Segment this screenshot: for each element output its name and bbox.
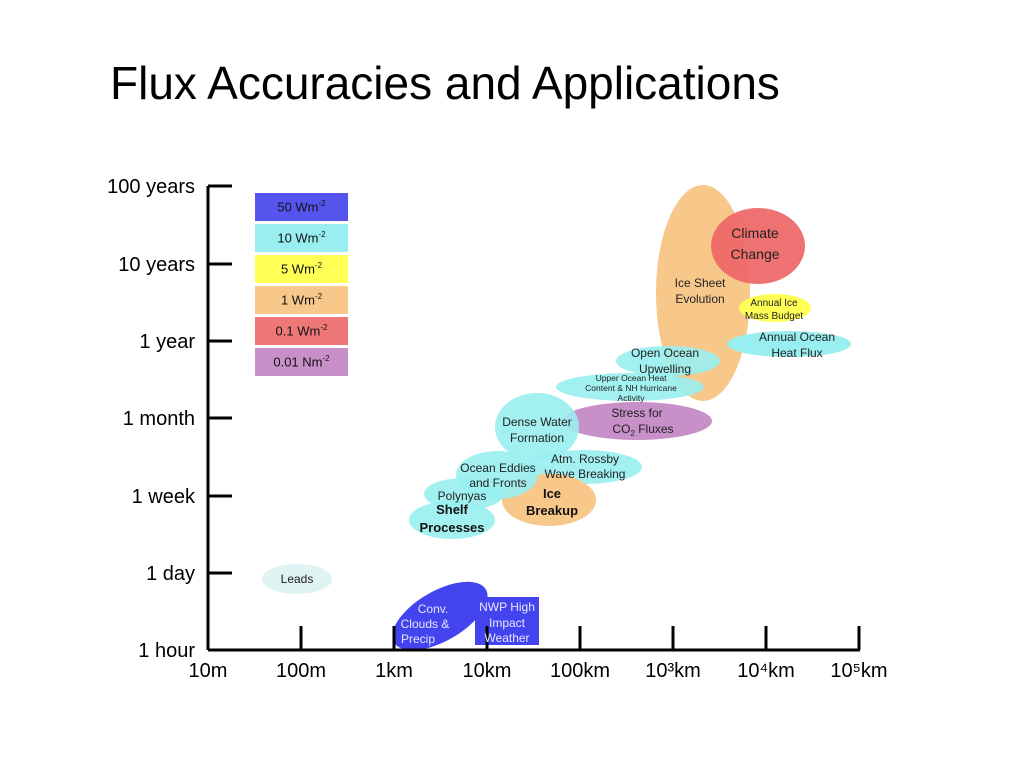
x-tick-label: 100m: [276, 660, 326, 682]
label-upper-ocean-2: Content & NH Hurricane: [585, 383, 677, 393]
label-conv: Conv.: [418, 602, 448, 616]
x-tick-label: 10km: [463, 660, 512, 682]
label-conv-2: Clouds &: [401, 617, 450, 631]
legend-item: 50 Wm-2: [255, 193, 348, 221]
legend-item: 10 Wm-2: [255, 224, 348, 252]
label-nwp-3: Weather: [484, 631, 529, 645]
label-ice-mass: Annual Ice: [750, 298, 798, 309]
label-ice-mass-2: Mass Budget: [745, 311, 804, 322]
label-dense-water-2: Formation: [510, 431, 564, 445]
y-tick-label: 10 years: [118, 254, 195, 276]
legend-label: 1 Wm-2: [280, 292, 323, 308]
region-open-ocean-upwelling: [616, 346, 720, 376]
x-tick-label: 10³km: [645, 660, 701, 682]
region-labels: Climate Change Ice Sheet Evolution Annua…: [281, 225, 835, 646]
x-tick-label: 10⁵km: [830, 660, 887, 682]
label-ice-breakup: Ice: [543, 486, 561, 501]
label-upwelling-2: Upwelling: [639, 362, 691, 376]
label-shelf: Shelf: [436, 502, 468, 517]
y-axis-ticks: 1 hour 1 day 1 week 1 month 1 year 10 years 10…: [107, 176, 232, 662]
region-conv-clouds: [392, 581, 488, 651]
legend-item: 5 Wm-2: [255, 255, 348, 283]
label-polynyas: Polynyas: [438, 489, 487, 503]
x-axis-ticks: 10m 100m 1km 10km 100km 10³km 10⁴km 10⁵km: [189, 626, 888, 682]
label-nwp: NWP High: [479, 600, 535, 614]
region-climate-change: [711, 208, 805, 284]
legend-label: 0.01 Nm-2: [273, 354, 330, 370]
label-leads: Leads: [281, 572, 314, 586]
region-annual-ocean-heat-flux: [727, 331, 851, 357]
legend-item: 1 Wm-2: [255, 286, 348, 314]
y-tick-label: 1 hour: [138, 640, 195, 662]
label-upper-ocean-3: Activity: [618, 393, 646, 403]
region-upper-ocean-heat: [556, 373, 704, 401]
label-stress-2: CO2 Fluxes: [612, 422, 673, 438]
legend-item: 0.01 Nm-2: [255, 348, 348, 376]
label-upwelling: Open Ocean: [631, 346, 699, 360]
label-upper-ocean: Upper Ocean Heat: [596, 373, 668, 383]
x-tick-label: 10m: [189, 660, 228, 682]
y-tick-label: 100 years: [107, 176, 195, 198]
label-eddies-2: and Fronts: [469, 476, 526, 490]
label-nwp-2: Impact: [489, 616, 526, 630]
region-leads: [262, 564, 332, 594]
chart-regions: [262, 185, 851, 651]
label-climate-change-2: Change: [730, 246, 779, 262]
label-ice-breakup-2: Breakup: [526, 503, 578, 518]
page-title: Flux Accuracies and Applications: [110, 57, 780, 109]
y-tick-label: 1 week: [132, 486, 196, 508]
label-rossby: Atm. Rossby: [551, 452, 619, 466]
label-ice-sheet: Ice Sheet: [675, 276, 726, 290]
region-stress-co2-fluxes: [562, 402, 712, 440]
label-stress: Stress for: [611, 406, 662, 420]
x-tick-label: 1km: [375, 660, 413, 682]
region-shelf-processes: [409, 501, 495, 539]
label-dense-water: Dense Water: [502, 415, 572, 429]
x-tick-label: 10⁴km: [737, 660, 795, 682]
label-ocean-heat-flux: Annual Ocean: [759, 330, 835, 344]
legend-label: 0.1 Wm-2: [275, 323, 328, 339]
label-rossby-2: Wave Breaking: [545, 467, 626, 481]
legend-label: 50 Wm-2: [277, 199, 326, 215]
label-climate-change: Climate: [731, 225, 779, 241]
label-ocean-heat-flux-2: Heat Flux: [771, 346, 822, 360]
label-eddies: Ocean Eddies: [460, 461, 535, 475]
label-shelf-2: Processes: [419, 520, 484, 535]
label-ice-sheet-2: Evolution: [675, 292, 724, 306]
y-tick-label: 1 day: [146, 563, 195, 585]
legend-item: 0.1 Wm-2: [255, 317, 348, 345]
x-tick-label: 100km: [550, 660, 610, 682]
legend-label: 5 Wm-2: [280, 261, 323, 277]
legend-label: 10 Wm-2: [277, 230, 326, 246]
region-annual-ice-mass-budget: [739, 294, 811, 322]
y-tick-label: 1 year: [139, 331, 195, 353]
y-tick-label: 1 month: [123, 408, 195, 430]
region-dense-water-formation: [495, 393, 579, 461]
label-conv-3: Precip: [401, 632, 435, 646]
